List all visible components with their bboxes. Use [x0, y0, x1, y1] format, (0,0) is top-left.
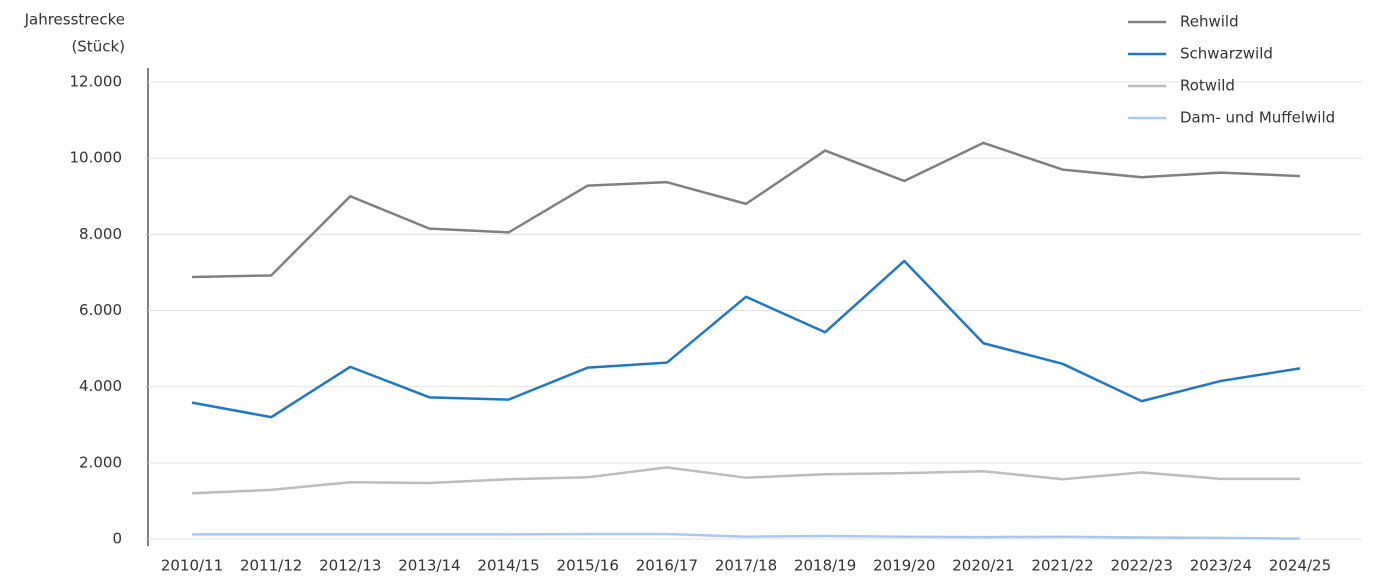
x-tick-label: 2020/21 — [952, 557, 1014, 575]
x-tick-label: 2010/11 — [161, 557, 223, 575]
series-line — [191, 141, 1301, 279]
x-tick-label: 2024/25 — [1269, 557, 1331, 575]
legend-label: Rotwild — [1180, 77, 1235, 95]
legend-label: Rehwild — [1180, 13, 1239, 31]
y-tick-label: 10.000 — [70, 149, 123, 167]
series-line — [192, 532, 1301, 540]
y-tick-label: 6.000 — [79, 301, 122, 319]
y-tick-label: 12.000 — [70, 73, 123, 91]
x-tick-label: 2015/16 — [557, 557, 619, 575]
x-tick-label: 2016/17 — [636, 557, 698, 575]
y-axis-label: (Stück) — [71, 38, 125, 56]
y-axis-label: Jahresstrecke — [24, 11, 125, 29]
series-line — [191, 259, 1301, 419]
x-tick-label: 2021/22 — [1031, 557, 1093, 575]
y-tick-label: 2.000 — [79, 453, 122, 471]
y-tick-label: 0 — [112, 530, 122, 548]
x-tick-label: 2017/18 — [715, 557, 777, 575]
series-line — [191, 466, 1300, 495]
x-tick-label: 2014/15 — [477, 557, 539, 575]
y-tick-label: 4.000 — [79, 377, 122, 395]
y-tick-label: 8.000 — [79, 225, 122, 243]
x-tick-label: 2013/14 — [398, 557, 460, 575]
x-tick-label: 2019/20 — [873, 557, 935, 575]
x-tick-label: 2022/23 — [1111, 557, 1173, 575]
legend-label: Schwarzwild — [1180, 45, 1273, 63]
x-tick-label: 2023/24 — [1190, 557, 1252, 575]
x-tick-label: 2018/19 — [794, 557, 856, 575]
legend-label: Dam- und Muffelwild — [1180, 109, 1335, 127]
x-tick-label: 2011/12 — [240, 557, 302, 575]
x-tick-label: 2012/13 — [319, 557, 381, 575]
